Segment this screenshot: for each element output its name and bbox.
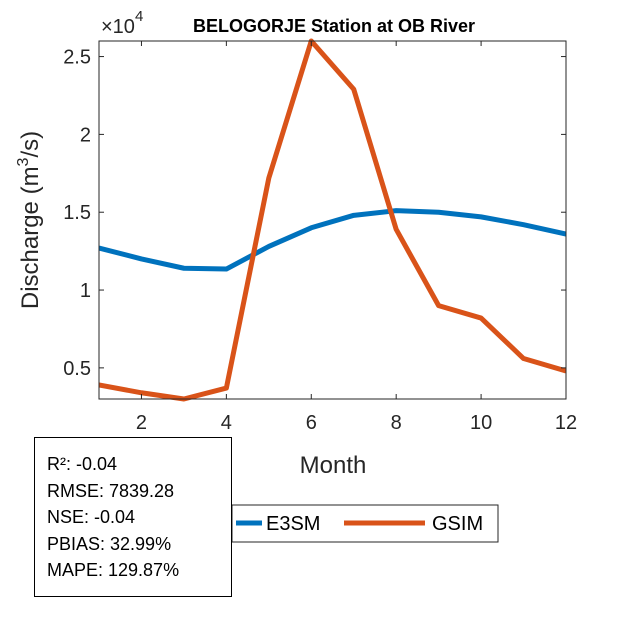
series-line-e3sm [99,208,566,272]
x-tick-label: 8 [391,412,402,434]
stat-r2: R²: -0.04 [47,454,118,474]
y-axis-label: Discharge (m3/s) [15,131,44,309]
series-layer [99,38,566,402]
x-tick-label: 6 [306,412,317,434]
chart-title: BELOGORJE Station at OB River [193,16,475,36]
stat-pbias: PBIAS: 32.99% [47,533,172,554]
y-tick-label: 1.5 [63,202,91,224]
x-tick-label: 12 [555,412,577,434]
legend: E3SM GSIM [231,504,499,543]
series-line-gsim [99,38,566,402]
stat-mape: MAPE: 129.87% [47,560,180,580]
y-multiplier: ×104 [101,8,143,38]
tick-layer: 2 4 6 8 10 12 0.5 1 1.5 2 2.5 [63,41,577,434]
y-tick-label: 2.5 [63,47,91,69]
stat-rmse: RMSE: 7839.28 [47,480,175,501]
x-tick-label: 2 [136,412,147,434]
y-tick-label: 1 [80,280,91,302]
x-tick-label: 4 [221,412,232,434]
x-axis-label: Month [300,452,367,479]
x-tick-label: 10 [470,412,492,434]
legend-label-gsim: GSIM [432,513,483,535]
axes-box [98,40,567,400]
stat-nse: NSE: -0.04 [47,507,136,527]
y-tick-label: 2 [80,124,91,146]
y-tick-label: 0.5 [63,358,91,380]
legend-label-e3sm: E3SM [266,513,320,535]
stats-box: R²: -0.04 RMSE: 7839.28 NSE: -0.04 PBIAS… [34,437,232,597]
